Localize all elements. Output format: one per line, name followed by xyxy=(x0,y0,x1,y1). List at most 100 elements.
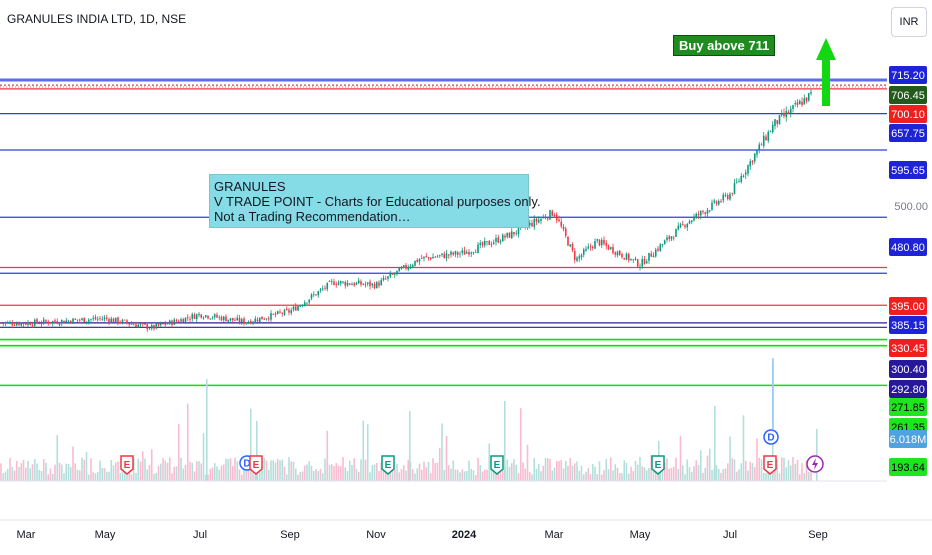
volume-bar xyxy=(103,468,106,481)
volume-bar xyxy=(33,459,36,481)
volume-bar xyxy=(729,436,731,481)
candle-body xyxy=(216,314,218,318)
note-line-3: Not a Trading Recommendation… xyxy=(214,209,411,224)
candle-body xyxy=(333,281,335,285)
volume-bar xyxy=(618,473,621,481)
volume-bar xyxy=(688,467,691,481)
candle-body xyxy=(645,261,648,264)
volume-bar xyxy=(580,465,583,481)
volume-bar xyxy=(785,467,788,481)
volume-bar xyxy=(301,471,304,481)
volume-bar xyxy=(126,471,128,481)
candle-body xyxy=(429,257,432,260)
split-event-marker[interactable] xyxy=(806,455,824,473)
volume-bar xyxy=(396,464,398,481)
volume-bar xyxy=(393,469,396,481)
volume-bar xyxy=(513,458,515,481)
candle-body xyxy=(569,244,572,247)
candle-body xyxy=(427,257,430,258)
candle-body xyxy=(92,318,95,320)
volume-bar xyxy=(600,474,603,481)
volume-bar xyxy=(54,464,56,481)
earnings-event-marker[interactable]: E xyxy=(651,455,665,475)
volume-bar xyxy=(324,458,326,481)
candle-body xyxy=(299,305,302,307)
currency-button[interactable]: INR xyxy=(891,7,927,37)
candle-body xyxy=(220,316,223,321)
volume-bar xyxy=(807,471,810,481)
candle-body xyxy=(240,319,243,323)
price-level-label: 706.45 xyxy=(891,90,925,102)
candle-body xyxy=(441,253,443,255)
volume-bar xyxy=(274,462,277,481)
candle-body xyxy=(517,226,520,235)
candle-body xyxy=(639,266,641,268)
candle-body xyxy=(783,113,785,117)
candle-body xyxy=(317,291,320,296)
volume-bar xyxy=(695,460,698,481)
volume-spike xyxy=(206,379,208,481)
volume-bar xyxy=(308,461,311,481)
candle-body xyxy=(542,216,545,219)
candle-body xyxy=(488,240,491,245)
volume-bar xyxy=(796,459,799,481)
candle-body xyxy=(283,309,286,315)
candle-body xyxy=(733,183,736,194)
volume-bar xyxy=(96,472,99,481)
candle-body xyxy=(315,294,317,296)
price-level-tag: 330.45 xyxy=(889,339,927,357)
candle-body xyxy=(796,102,799,105)
volume-bar xyxy=(105,471,108,481)
candle-body xyxy=(528,222,531,226)
volume-bar xyxy=(195,461,198,481)
candle-body xyxy=(402,265,405,268)
time-tick-label: May xyxy=(95,529,116,541)
candle-body xyxy=(389,273,392,277)
candle-body xyxy=(582,249,585,255)
candle-body xyxy=(470,252,473,254)
volume-bar xyxy=(711,469,713,481)
candle-body xyxy=(279,311,281,313)
earnings-event-marker[interactable]: E xyxy=(249,455,263,475)
candle-body xyxy=(164,323,167,325)
candle-body xyxy=(218,316,221,318)
volume-bar xyxy=(40,471,43,481)
candle-body xyxy=(159,323,162,326)
candle-body xyxy=(765,136,767,141)
volume-bar xyxy=(263,457,266,481)
volume-bar xyxy=(648,467,650,481)
earnings-label: E xyxy=(124,460,131,471)
candle-body xyxy=(801,101,803,106)
volume-bar xyxy=(571,465,574,481)
dividend-event-marker[interactable]: D xyxy=(763,429,779,445)
volume-bar xyxy=(182,468,185,481)
volume-bar xyxy=(312,471,315,481)
candle-body xyxy=(515,233,518,235)
earnings-event-marker[interactable]: E xyxy=(120,455,134,475)
volume-bar xyxy=(472,470,475,481)
candle-body xyxy=(551,210,554,216)
volume-bar xyxy=(614,464,617,481)
candle-body xyxy=(499,241,502,243)
candle-body xyxy=(81,318,83,320)
candle-body xyxy=(589,246,592,248)
volume-bar xyxy=(528,472,531,481)
earnings-event-marker[interactable]: E xyxy=(490,455,504,475)
volume-bar xyxy=(758,457,761,481)
candle-body xyxy=(198,313,200,316)
candle-body xyxy=(555,214,558,221)
earnings-event-marker[interactable]: E xyxy=(381,455,395,475)
candle-body xyxy=(157,323,160,326)
candle-body xyxy=(126,320,128,323)
volume-bar xyxy=(495,467,497,481)
earnings-event-marker[interactable]: E xyxy=(763,455,777,475)
volume-bar xyxy=(317,471,320,481)
volume-bar xyxy=(587,468,590,481)
candle-body xyxy=(175,320,178,322)
candle-body xyxy=(24,323,27,325)
volume-spike xyxy=(504,401,506,481)
volume-bar xyxy=(765,473,767,481)
candle-body xyxy=(99,317,101,319)
